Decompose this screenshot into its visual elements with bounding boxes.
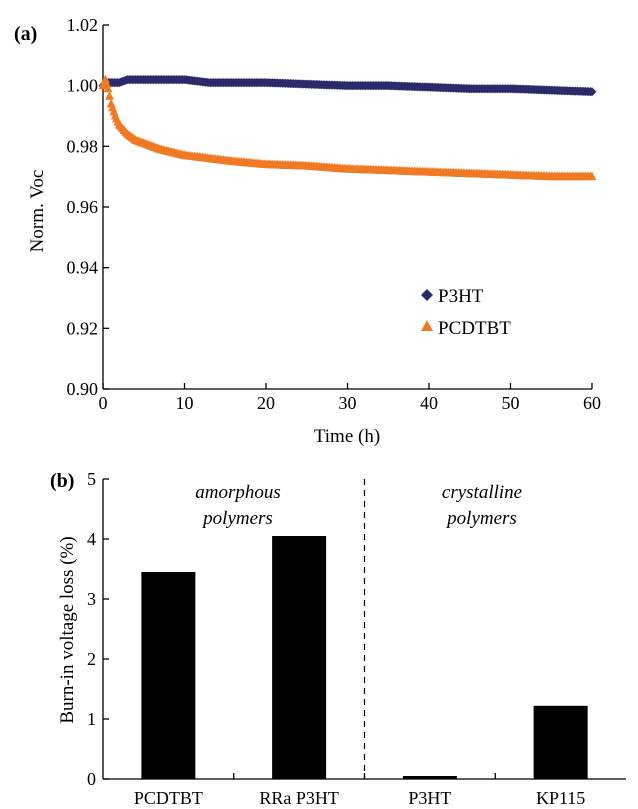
bar-pcdtbt	[141, 572, 196, 779]
legend-pcdtbt-marker	[421, 320, 433, 331]
panel-a-series	[98, 74, 597, 181]
annotation-amorphous-line2: polymers	[201, 508, 273, 529]
annotation-crystalline-line2: polymers	[445, 508, 517, 529]
panel-b-category-labels: PCDTBT RRa P3HT P3HT KP115	[134, 788, 585, 808]
panel-a-y-tick-label: 0.92	[67, 318, 99, 338]
panel-a-x-tick-label: 20	[257, 393, 275, 413]
data-point	[587, 171, 597, 181]
data-point	[100, 74, 110, 84]
category-label: PCDTBT	[134, 788, 203, 808]
series-p3ht	[98, 75, 597, 97]
panel-a-y-tick-label: 0.96	[67, 197, 99, 217]
panel-a-x-tick-label: 30	[339, 393, 357, 413]
panel-b-ticks: 0 1 2 3 4 5	[87, 469, 496, 789]
panel-a-y-tick-label: 1.02	[67, 15, 99, 35]
data-point	[103, 83, 113, 93]
bar-rra-p3ht	[272, 536, 327, 779]
legend-p3ht-label: P3HT	[438, 286, 484, 307]
panel-b-bar-chart: (b) Burn-in voltage loss (%) amorphous p…	[50, 469, 626, 808]
panel-b-y-tick-label: 2	[87, 649, 96, 669]
panel-b-y-tick-label: 0	[87, 769, 96, 789]
panel-b-y-axis-title: Burn-in voltage loss (%)	[57, 536, 78, 723]
panel-a-y-tick-label: 0.98	[67, 136, 99, 156]
annotation-amorphous-line1: amorphous	[195, 482, 281, 503]
panel-a-line-chart: (a) Norm. Voc Time (h) 0.900.920.940.960…	[14, 15, 601, 447]
panel-a-y-tick-label: 0.90	[67, 379, 99, 399]
panel-a-x-tick-label: 50	[502, 393, 520, 413]
data-point	[587, 87, 597, 97]
annotation-crystalline-line1: crystalline	[442, 482, 522, 503]
panel-a-x-axis-title: Time (h)	[314, 426, 380, 447]
category-label: KP115	[536, 788, 585, 808]
panel-a-x-tick-label: 60	[583, 393, 601, 413]
panel-a-y-tick-label: 0.94	[67, 258, 99, 278]
panel-a-y-axis-title: Norm. Voc	[27, 170, 48, 253]
panel-b-y-tick-label: 4	[87, 529, 96, 549]
category-label: P3HT	[408, 788, 451, 808]
panel-b-y-tick-label: 3	[87, 589, 96, 609]
panel-a-y-tick-label: 1.00	[67, 76, 99, 96]
panel-a-ticks: 0.90 0.92 0.94 0.96 0.98 1.00 1.02 0 10 20 30 40 50 6…	[67, 15, 602, 413]
panel-a-x-tick-label: 0	[99, 393, 108, 413]
series-pcdtbt	[98, 74, 597, 181]
category-label: RRa P3HT	[259, 788, 339, 808]
data-point	[102, 79, 112, 88]
data-point	[105, 91, 115, 100]
legend-p3ht-marker	[421, 289, 433, 301]
panel-b-label: (b)	[50, 470, 74, 492]
bar-kp115	[533, 705, 588, 779]
legend-pcdtbt-label: PCDTBT	[438, 318, 511, 339]
panel-b-y-tick-label: 5	[87, 469, 96, 489]
bar-p3ht	[402, 776, 457, 779]
panel-b-bars	[141, 536, 588, 779]
panel-a-x-tick-label: 10	[176, 393, 194, 413]
panel-a-x-tick-label: 40	[420, 393, 438, 413]
panel-a-label: (a)	[14, 23, 37, 45]
panel-a-legend: P3HT PCDTBT	[421, 286, 511, 339]
panel-b-y-tick-label: 1	[87, 709, 96, 729]
